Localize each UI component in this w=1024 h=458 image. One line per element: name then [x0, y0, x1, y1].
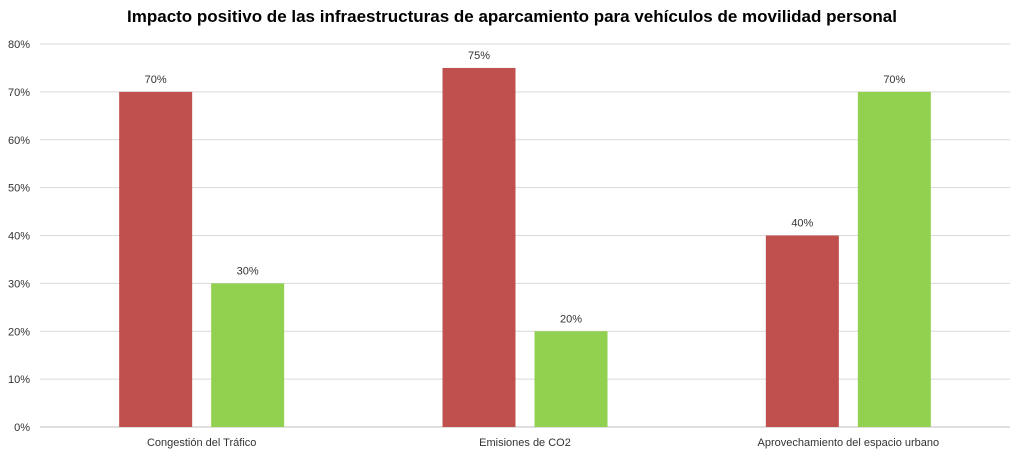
y-tick-label: 40% [8, 231, 30, 243]
bars [119, 67, 931, 427]
bar [857, 91, 931, 427]
y-tick-label: 20% [8, 326, 30, 338]
bar [442, 67, 516, 427]
y-tick-label: 60% [8, 135, 30, 147]
y-tick-label: 70% [8, 87, 30, 99]
y-tick-label: 80% [8, 39, 30, 51]
data-label: 40% [791, 218, 813, 230]
gridlines [40, 43, 1010, 428]
data-label: 70% [145, 74, 167, 86]
category-label: Emisiones de CO2 [479, 437, 571, 449]
chart-title: Impacto positivo de las infraestructuras… [127, 7, 897, 26]
bar [211, 283, 285, 427]
category-label: Aprovechamiento del espacio urbano [758, 437, 940, 449]
data-label: 30% [237, 265, 259, 277]
data-label: 70% [883, 74, 905, 86]
x-axis: Congestión del Tráfico Emisiones de CO2 Ap… [147, 437, 939, 449]
data-labels: 70% 30% 75% 20% 40% 70% [145, 50, 906, 325]
data-label: 75% [468, 50, 490, 62]
y-tick-label: 50% [8, 183, 30, 195]
data-label: 20% [560, 313, 582, 325]
bar [765, 235, 839, 427]
y-tick-label: 10% [8, 374, 30, 386]
bar [119, 91, 193, 427]
category-label: Congestión del Tráfico [147, 437, 256, 449]
bar [534, 331, 608, 427]
y-axis: 0% 10% 20% 30% 40% 50% 60% 70% 80% [8, 39, 30, 434]
y-tick-label: 0% [14, 422, 30, 434]
y-tick-label: 30% [8, 278, 30, 290]
